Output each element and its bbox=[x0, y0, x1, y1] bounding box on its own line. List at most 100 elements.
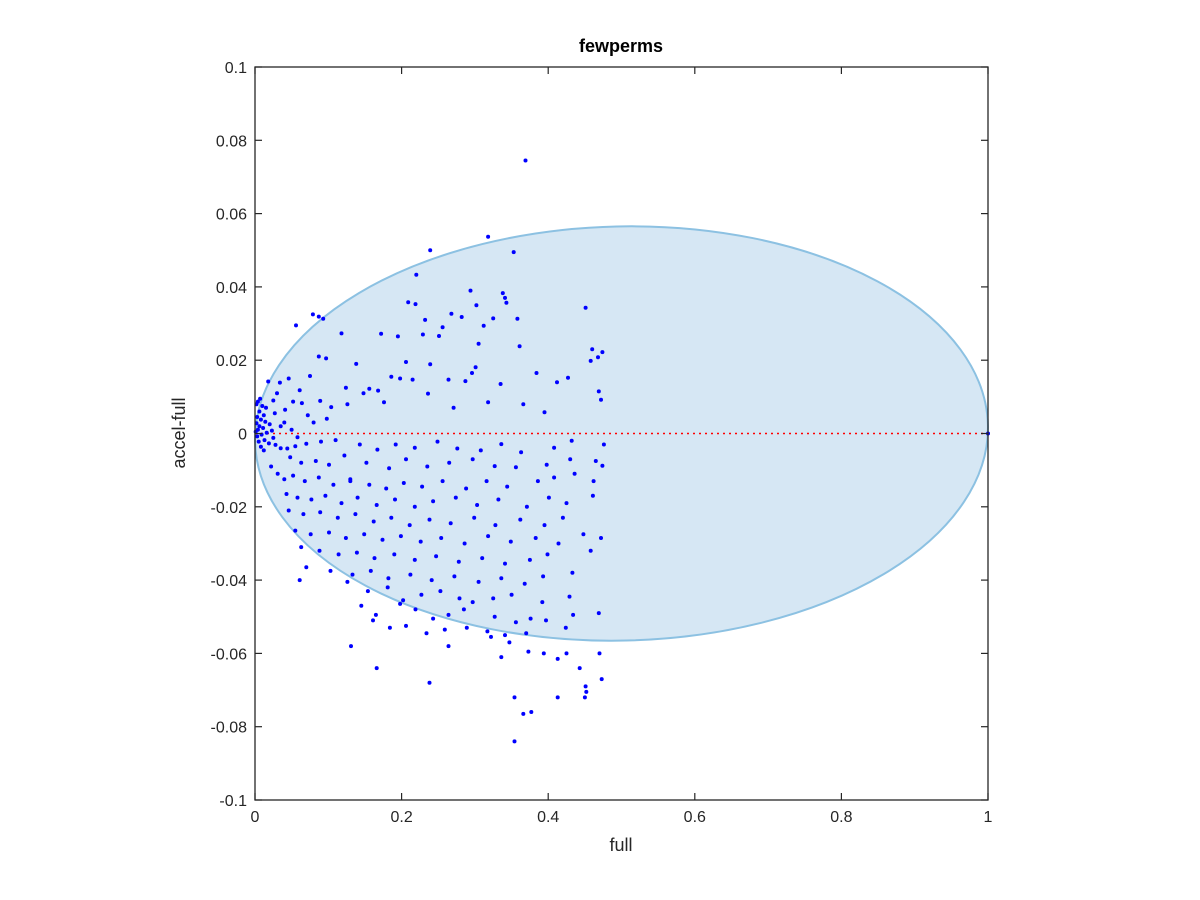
data-point bbox=[581, 532, 586, 537]
data-point bbox=[511, 250, 516, 255]
y-tick-label: -0.04 bbox=[211, 573, 248, 590]
data-point bbox=[319, 439, 323, 444]
data-point bbox=[371, 519, 376, 524]
data-point bbox=[533, 536, 538, 540]
data-point bbox=[451, 405, 456, 410]
data-point bbox=[481, 323, 486, 328]
data-point bbox=[323, 493, 328, 498]
data-point bbox=[333, 438, 338, 443]
data-point bbox=[374, 503, 379, 507]
data-point bbox=[474, 303, 479, 308]
data-point bbox=[401, 598, 406, 603]
data-point bbox=[260, 404, 265, 408]
data-point bbox=[283, 407, 288, 412]
data-point bbox=[512, 739, 517, 744]
data-point bbox=[392, 552, 397, 557]
data-point bbox=[456, 559, 461, 564]
data-point bbox=[437, 334, 441, 338]
data-point bbox=[261, 426, 266, 430]
data-point bbox=[453, 495, 458, 500]
data-point bbox=[350, 572, 355, 577]
data-point bbox=[485, 629, 490, 634]
data-point bbox=[272, 411, 277, 416]
data-point bbox=[288, 455, 293, 460]
data-point bbox=[439, 536, 444, 540]
data-point bbox=[428, 248, 433, 253]
data-point bbox=[277, 380, 282, 385]
data-point bbox=[600, 350, 605, 355]
data-point bbox=[535, 479, 540, 484]
data-point bbox=[500, 291, 505, 296]
data-point bbox=[389, 374, 394, 379]
data-point bbox=[596, 355, 600, 360]
data-point bbox=[508, 539, 513, 544]
data-point bbox=[564, 501, 569, 506]
y-axis-label: accel-full bbox=[169, 397, 189, 468]
data-point bbox=[316, 354, 321, 359]
data-points bbox=[253, 158, 990, 744]
data-point bbox=[480, 556, 485, 561]
data-point bbox=[568, 457, 573, 462]
data-point bbox=[452, 574, 457, 579]
x-tick-label: 0.2 bbox=[390, 809, 412, 826]
data-point bbox=[478, 448, 483, 453]
data-point bbox=[517, 344, 522, 349]
data-point bbox=[327, 462, 331, 467]
data-point bbox=[546, 495, 551, 500]
data-point bbox=[588, 358, 593, 363]
data-point bbox=[398, 376, 403, 381]
data-point bbox=[386, 576, 391, 581]
data-point bbox=[555, 380, 559, 385]
data-point bbox=[461, 607, 466, 612]
data-point bbox=[321, 316, 326, 321]
data-point bbox=[393, 497, 397, 502]
data-point bbox=[464, 486, 469, 491]
data-point bbox=[600, 463, 605, 468]
data-point bbox=[496, 497, 501, 502]
data-point bbox=[318, 510, 323, 515]
data-point bbox=[599, 677, 604, 682]
data-point bbox=[264, 405, 268, 410]
data-point bbox=[463, 379, 468, 384]
data-point bbox=[447, 460, 452, 465]
data-point bbox=[505, 484, 510, 489]
data-point bbox=[523, 158, 528, 163]
data-point bbox=[542, 410, 547, 415]
data-point bbox=[345, 579, 350, 584]
y-tick-label: -0.06 bbox=[211, 646, 248, 663]
data-point bbox=[499, 576, 504, 581]
data-point bbox=[542, 523, 547, 528]
data-point bbox=[413, 607, 418, 612]
data-point bbox=[355, 495, 360, 500]
data-point bbox=[297, 388, 302, 393]
data-point bbox=[498, 382, 503, 386]
y-tick-label: 0.04 bbox=[216, 280, 247, 297]
data-point bbox=[291, 399, 296, 404]
data-point bbox=[258, 444, 263, 449]
data-point bbox=[311, 420, 316, 425]
data-point bbox=[468, 288, 473, 293]
data-point bbox=[374, 666, 379, 671]
data-point bbox=[503, 295, 507, 300]
data-point bbox=[412, 504, 417, 509]
data-point bbox=[275, 391, 279, 396]
data-point bbox=[499, 655, 504, 660]
data-point bbox=[278, 424, 283, 429]
data-point bbox=[273, 442, 278, 447]
data-point bbox=[413, 302, 418, 307]
data-point bbox=[353, 512, 358, 517]
data-point bbox=[492, 464, 497, 469]
data-point bbox=[583, 684, 588, 689]
data-point bbox=[376, 388, 381, 393]
data-point bbox=[301, 512, 306, 517]
data-point bbox=[419, 592, 424, 597]
data-point bbox=[440, 325, 445, 330]
data-point bbox=[359, 603, 364, 608]
data-point bbox=[331, 482, 336, 487]
data-point bbox=[599, 397, 603, 402]
data-point bbox=[504, 300, 509, 305]
data-point bbox=[486, 534, 491, 539]
data-point bbox=[584, 689, 589, 694]
data-point bbox=[266, 441, 271, 446]
data-point bbox=[476, 341, 481, 346]
